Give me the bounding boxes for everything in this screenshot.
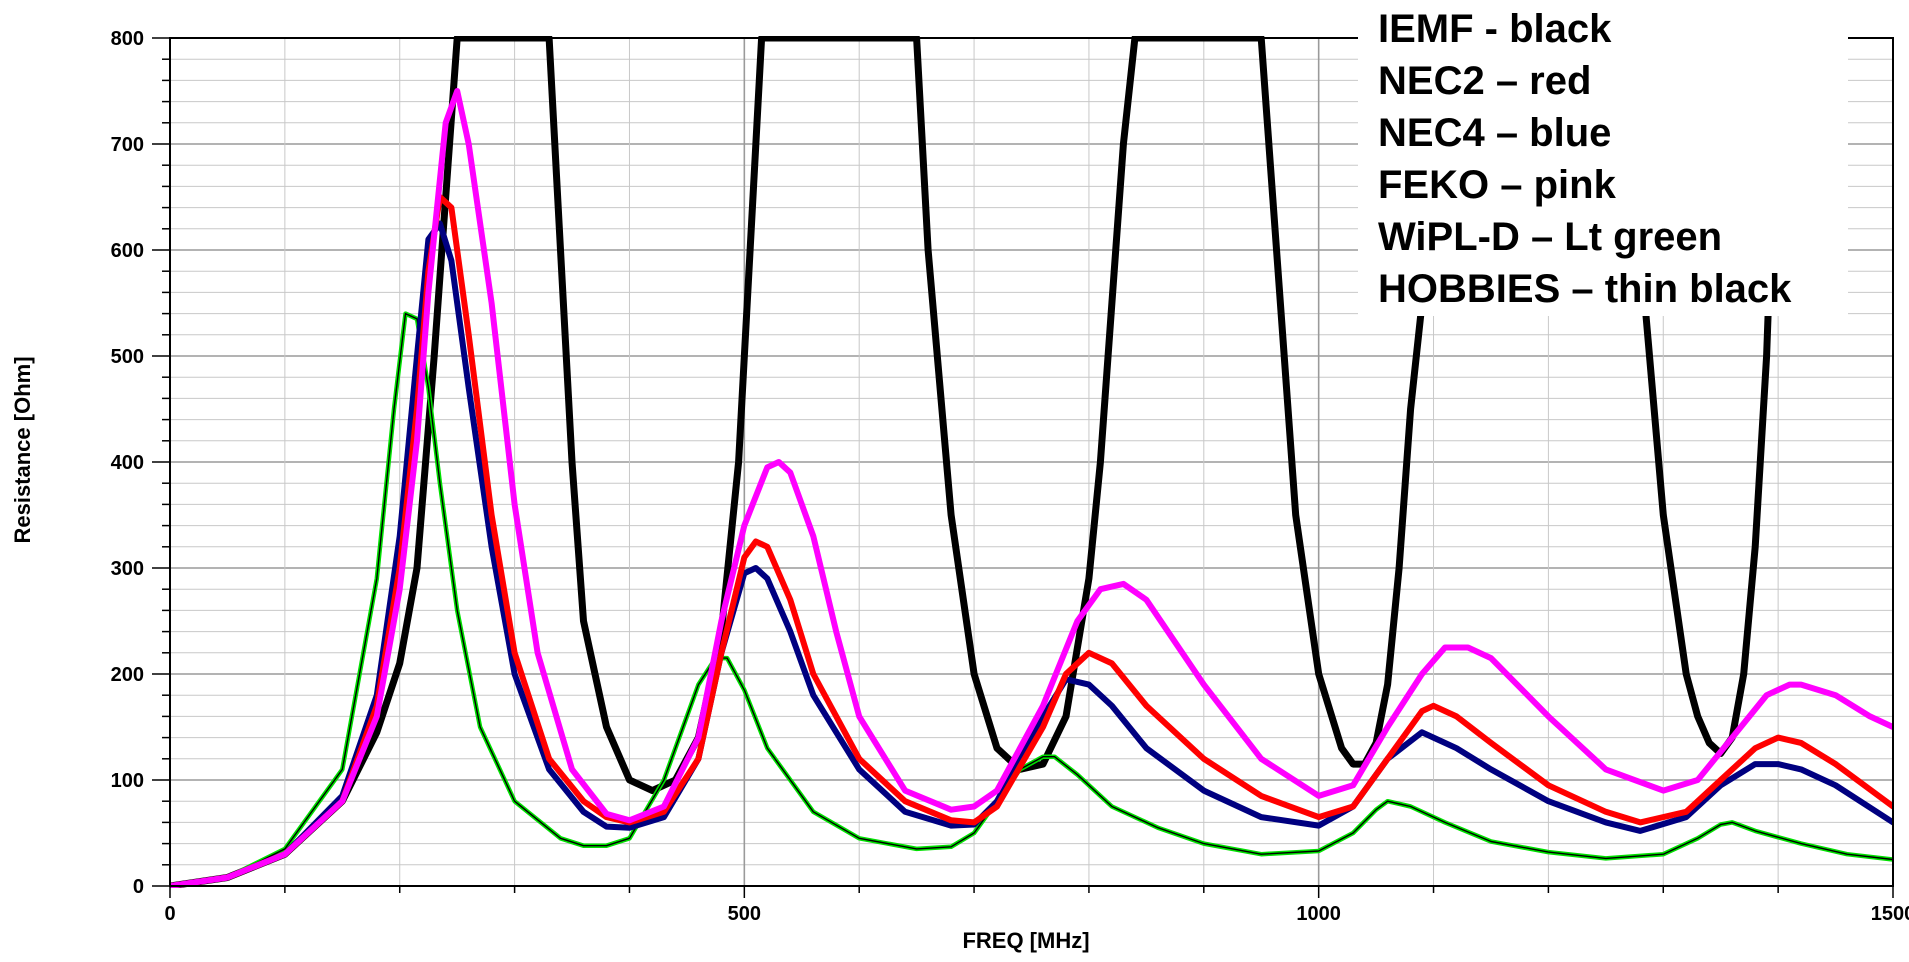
x-axis-label: FREQ [MHz] (962, 928, 1089, 953)
legend-entry-hobbies: HOBBIES – thin black (1378, 267, 1792, 311)
series-line-hobbies (170, 312, 1893, 887)
axis-ticks: 0 100 200 300 400 500 600 700 800 0 500 1000 1500 (111, 28, 1909, 925)
y-tick-label: 800 (111, 28, 144, 50)
y-tick-label: 200 (111, 664, 144, 686)
y-tick-label: 300 (111, 558, 144, 580)
legend-box (1358, 6, 1848, 316)
y-tick-label: 400 (111, 452, 144, 474)
x-tick-label: 1500 (1871, 903, 1909, 925)
series-line-nec4 (170, 220, 1893, 888)
y-tick-label: 600 (111, 240, 144, 262)
y-tick-label: 0 (133, 876, 144, 898)
series-line-feko (170, 88, 1893, 888)
legend-entry-feko: FEKO – pink (1378, 163, 1617, 207)
y-axis-label: Resistance [Ohm] (10, 356, 35, 543)
y-tick-label: 500 (111, 346, 144, 368)
legend-entry-iemf: IEMF - black (1378, 7, 1612, 51)
legend-entry-nec2: NEC2 – red (1378, 59, 1591, 103)
x-tick-label: 500 (728, 903, 761, 925)
y-tick-label: 100 (111, 770, 144, 792)
y-tick-label: 700 (111, 134, 144, 156)
legend-entry-wipld: WiPL-D – Lt green (1378, 215, 1722, 259)
series-line-nec2 (170, 194, 1893, 888)
legend: IEMF - black NEC2 – red NEC4 – blue FEKO… (1358, 6, 1848, 316)
legend-entry-nec4: NEC4 – blue (1378, 111, 1611, 155)
x-tick-label: 0 (164, 903, 175, 925)
x-tick-label: 1000 (1296, 903, 1341, 925)
